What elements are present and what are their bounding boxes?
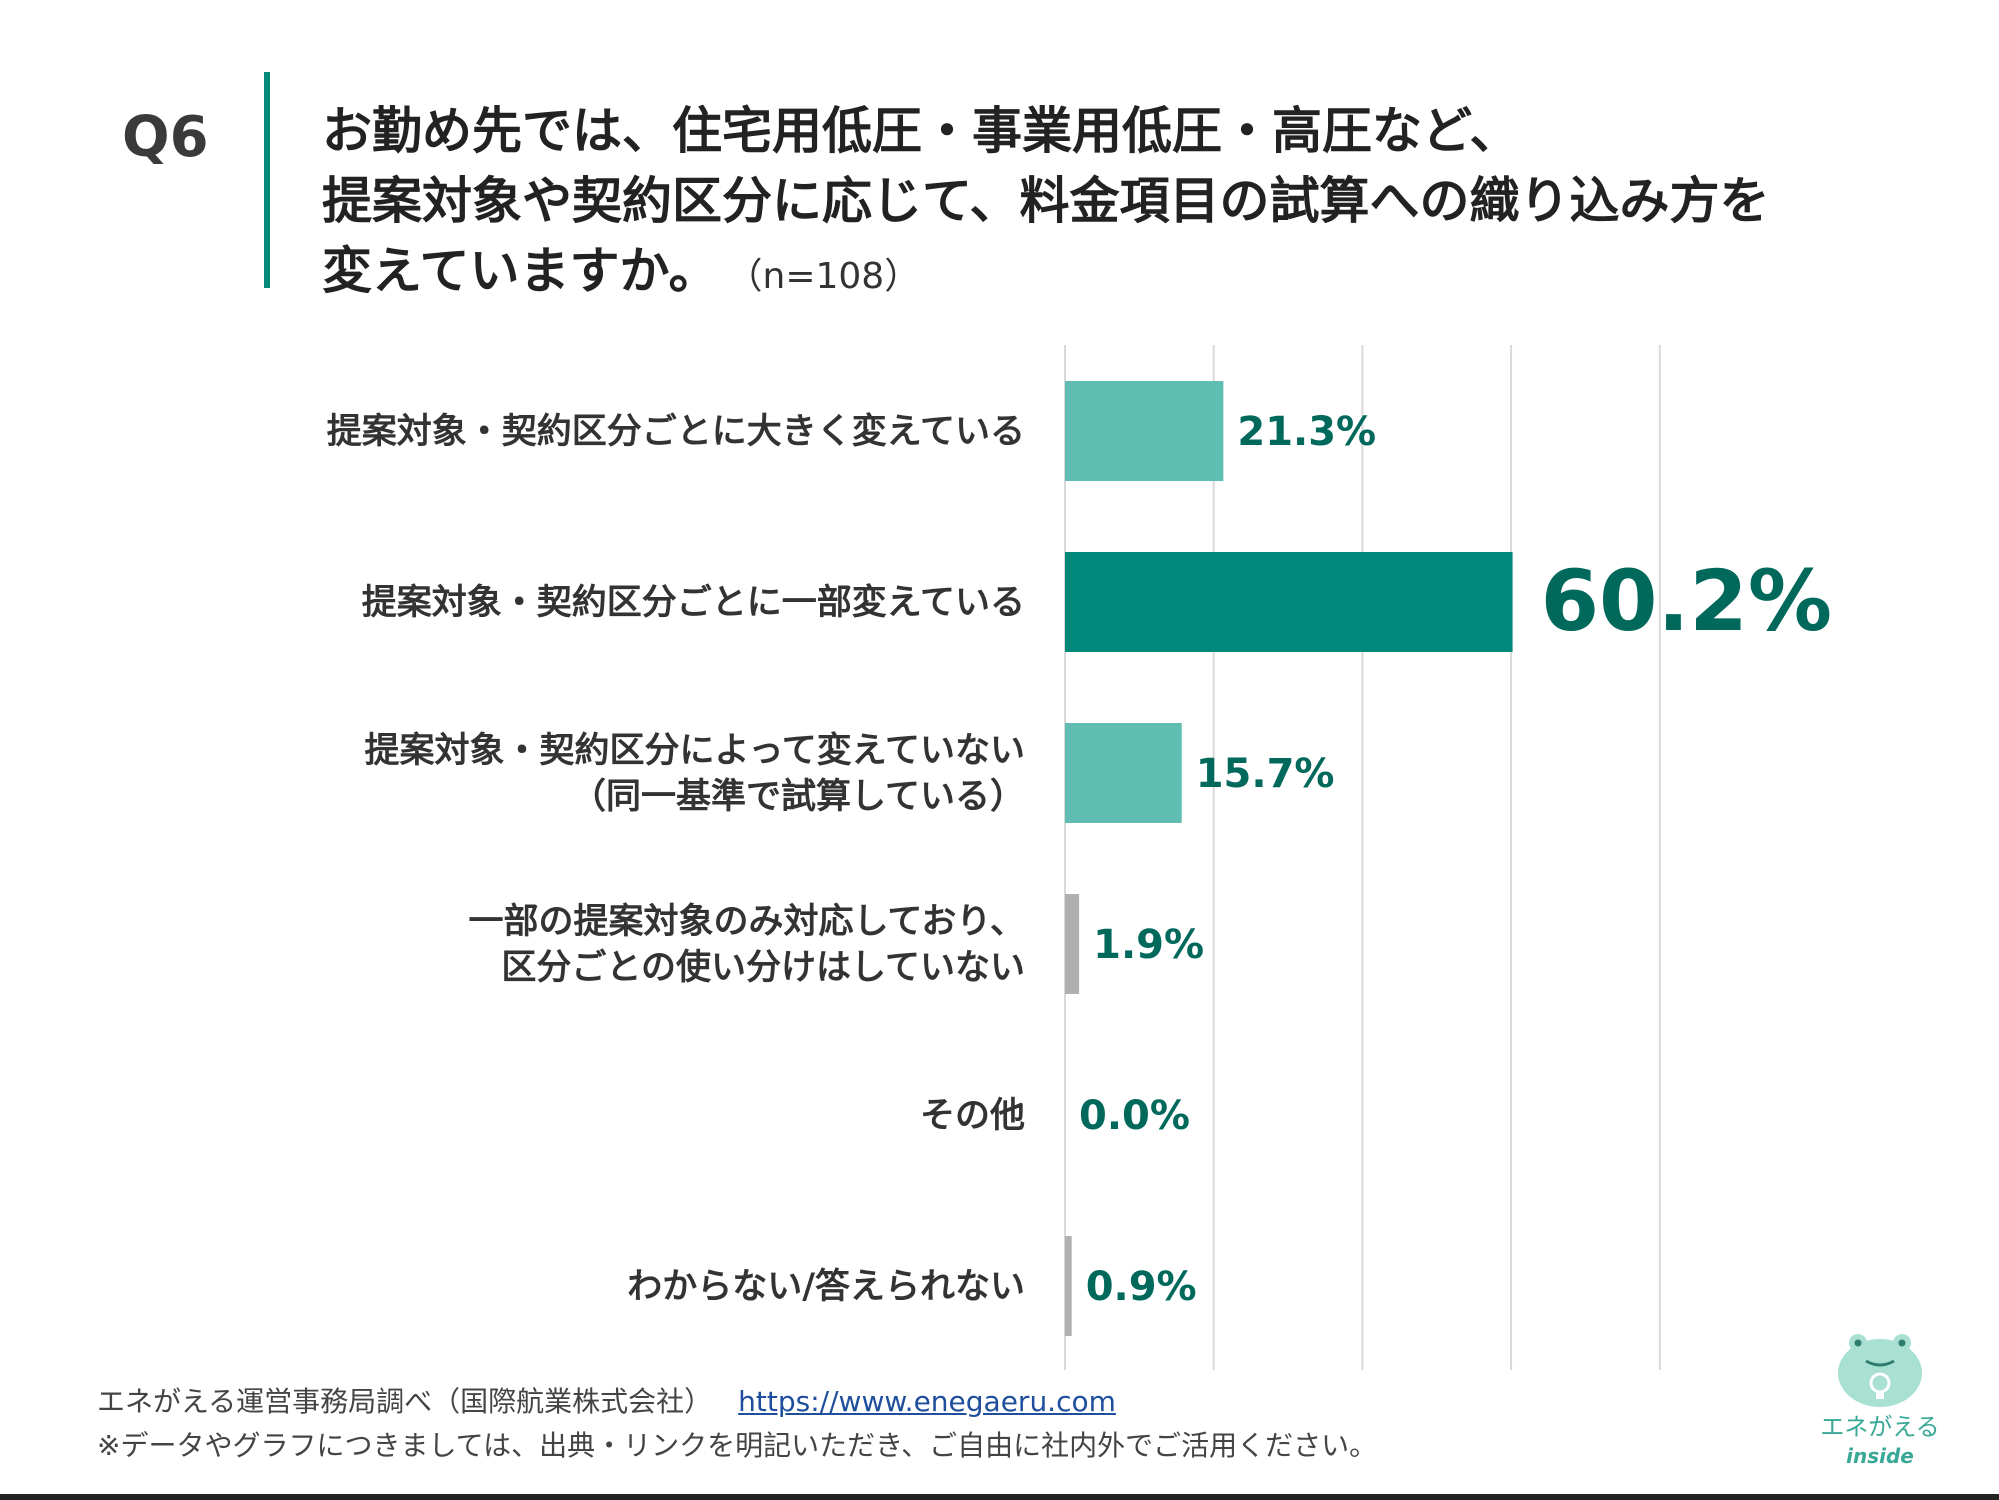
footer: エネがえる運営事務局調べ（国際航業株式会社） https://www.enegae… — [97, 1380, 1377, 1468]
data-label: 21.3% — [1237, 409, 1376, 455]
bar — [1065, 1236, 1072, 1336]
brand-logo: エネがえる inside — [1820, 1334, 1940, 1468]
question-line-3-text: 変えていますか。 — [322, 242, 719, 300]
bar — [1065, 894, 1080, 994]
footer-source-line: エネがえる運営事務局調べ（国際航業株式会社） https://www.enegae… — [97, 1380, 1377, 1424]
category-label: 提案対象・契約区分ごとに一部変えている — [362, 582, 1025, 623]
question-line-3: 変えていますか。 （n=108） — [322, 236, 1972, 312]
data-label: 1.9% — [1093, 922, 1204, 968]
category-label: わからない/答えられない — [627, 1267, 1025, 1307]
category-label: 提案対象・契約区分によって変えていない — [365, 730, 1025, 771]
data-label: 60.2% — [1541, 552, 1832, 650]
data-label: 15.7% — [1196, 751, 1335, 797]
category-label: （同一基準で試算している） — [571, 777, 1025, 817]
data-label: 0.0% — [1079, 1093, 1190, 1139]
bar — [1065, 723, 1182, 823]
bar — [1065, 552, 1513, 652]
question-line-1: お勤め先では、住宅用低圧・事業用低圧・高圧など、 — [322, 102, 1520, 160]
bar — [1065, 381, 1224, 481]
brand-name: エネがえる — [1820, 1413, 1939, 1441]
source-link[interactable]: https://www.enegaeru.com — [738, 1385, 1116, 1418]
category-label: その他 — [920, 1096, 1025, 1136]
question-line-2: 提案対象や契約区分に応じて、料金項目の試算への織り込み方を — [322, 172, 1770, 230]
footer-source: エネがえる運営事務局調べ（国際航業株式会社） — [97, 1385, 713, 1418]
footer-note: ※データやグラフにつきましては、出典・リンクを明記いただき、ご自由に社内外でご活… — [97, 1429, 1378, 1462]
category-label: 提案対象・契約区分ごとに大きく変えている — [327, 411, 1025, 452]
question-accent-bar — [264, 72, 270, 288]
frog-lightbulb-icon — [1838, 1334, 1922, 1407]
category-label: 一部の提案対象のみ対応しており、 — [468, 902, 1025, 942]
bottom-rule — [0, 1494, 1999, 1500]
question-number: Q6 — [122, 105, 209, 170]
sample-size: （n=108） — [744, 256, 921, 297]
brand-sub: inside — [1846, 1444, 1914, 1468]
data-label: 0.9% — [1086, 1264, 1197, 1310]
category-label: 区分ごとの使い分けはしていない — [501, 948, 1025, 988]
question-text: お勤め先では、住宅用低圧・事業用低圧・高圧など、 提案対象や契約区分に応じて、料… — [322, 96, 1972, 312]
